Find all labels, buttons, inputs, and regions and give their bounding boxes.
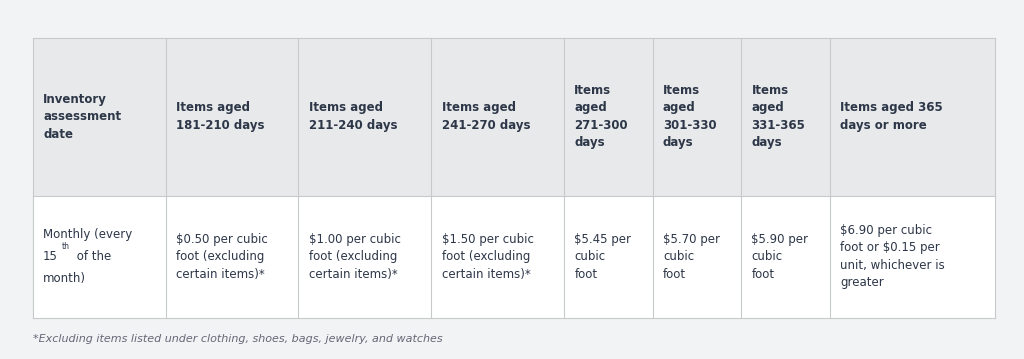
Text: $0.50 per cubic
foot (excluding
certain items)*: $0.50 per cubic foot (excluding certain … — [176, 233, 267, 281]
Text: Items aged
181-210 days: Items aged 181-210 days — [176, 102, 264, 132]
Text: Inventory
assessment
date: Inventory assessment date — [43, 93, 121, 141]
Text: $5.90 per
cubic
foot: $5.90 per cubic foot — [752, 233, 809, 281]
Text: th: th — [62, 242, 71, 251]
Text: month): month) — [43, 272, 86, 285]
Text: $5.70 per
cubic
foot: $5.70 per cubic foot — [663, 233, 720, 281]
Text: Items aged
241-270 days: Items aged 241-270 days — [441, 102, 530, 132]
Text: $5.45 per
cubic
foot: $5.45 per cubic foot — [574, 233, 632, 281]
Text: $1.50 per cubic
foot (excluding
certain items)*: $1.50 per cubic foot (excluding certain … — [441, 233, 534, 281]
Polygon shape — [33, 38, 995, 196]
Text: Items
aged
301-330
days: Items aged 301-330 days — [663, 84, 717, 149]
Text: of the: of the — [73, 250, 111, 263]
Polygon shape — [33, 38, 995, 318]
Text: Items
aged
331-365
days: Items aged 331-365 days — [752, 84, 805, 149]
Text: Items
aged
271-300
days: Items aged 271-300 days — [574, 84, 628, 149]
Text: Items aged
211-240 days: Items aged 211-240 days — [308, 102, 397, 132]
Text: $6.90 per cubic
foot or $0.15 per
unit, whichever is
greater: $6.90 per cubic foot or $0.15 per unit, … — [840, 224, 945, 289]
Text: $1.00 per cubic
foot (excluding
certain items)*: $1.00 per cubic foot (excluding certain … — [308, 233, 400, 281]
Text: Monthly (every: Monthly (every — [43, 228, 132, 241]
Text: Items aged 365
days or more: Items aged 365 days or more — [840, 102, 943, 132]
Text: 15: 15 — [43, 250, 58, 263]
Text: *Excluding items listed under clothing, shoes, bags, jewelry, and watches: *Excluding items listed under clothing, … — [33, 334, 442, 344]
